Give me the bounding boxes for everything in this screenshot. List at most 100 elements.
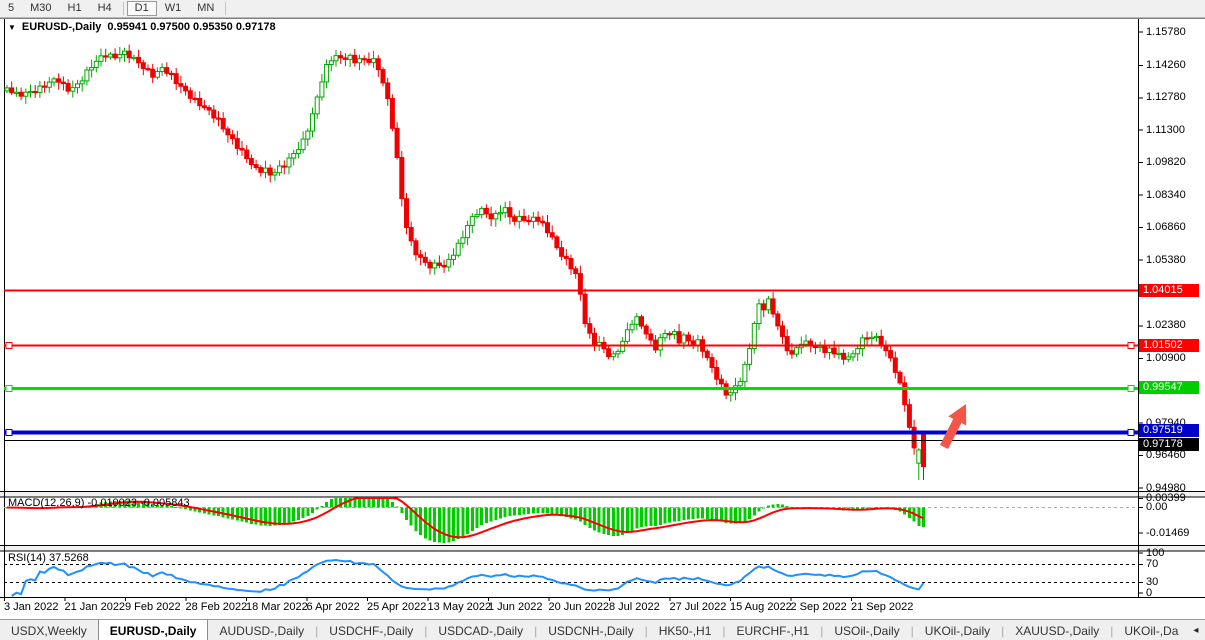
candle (718, 374, 724, 388)
candle (427, 259, 433, 275)
candle (286, 152, 292, 175)
candle (864, 331, 870, 346)
tab-usdcnh-daily[interactable]: USDCNH-,Daily (548, 623, 634, 638)
date-tick-label: 3 Jan 2022 (4, 601, 59, 613)
hline-handle[interactable] (5, 342, 13, 349)
tab-usdchf-daily[interactable]: USDCHF-,Daily (329, 623, 414, 638)
date-tick-label: 21 Sep 2022 (851, 601, 914, 613)
up-arrow-annotation[interactable] (940, 404, 967, 449)
timeframe-button-h4[interactable]: H4 (97, 2, 112, 14)
ohlc-values: 0.95941 0.97500 0.95350 0.97178 (107, 21, 276, 33)
hline-handle[interactable] (1127, 385, 1135, 392)
candle (159, 63, 165, 76)
candle (441, 259, 447, 273)
candle (112, 48, 118, 61)
price-tick-label: 0.96460 (1146, 449, 1186, 462)
date-tick-label: 2 Sep 2022 (790, 601, 847, 613)
price-badge-0.99547: 0.99547 (1139, 381, 1199, 395)
candle (413, 238, 419, 261)
candle (460, 230, 466, 249)
candle (841, 349, 847, 365)
candle (610, 350, 616, 361)
candle (465, 220, 471, 246)
candle (187, 87, 193, 103)
price-tick-label: 1.06860 (1146, 221, 1186, 234)
candle (324, 59, 330, 89)
candle (488, 206, 494, 227)
candle (338, 50, 344, 64)
candle (432, 259, 438, 275)
tab-eurusd-daily[interactable]: EURUSD-,Daily (97, 620, 209, 640)
price-badge-0.97178: 0.97178 (1139, 438, 1199, 452)
candle (169, 70, 174, 81)
candle (681, 332, 687, 350)
timeframe-button-mn[interactable]: MN (197, 2, 215, 14)
candle (211, 105, 217, 123)
tab-separator: | (1001, 623, 1005, 638)
tab-separator: | (722, 623, 726, 638)
date-tick-label: 18 Mar 2022 (246, 601, 308, 613)
candle (173, 67, 179, 90)
candle (761, 299, 767, 318)
candle (921, 431, 926, 481)
tab-separator: | (534, 623, 538, 638)
timeframe-button-5[interactable]: 5 (8, 2, 15, 14)
candle (79, 76, 85, 92)
candle (549, 225, 555, 240)
macd-axis-label: -0.01469 (1146, 526, 1190, 539)
tab-scroll-left-icon[interactable]: ◂ (1193, 625, 1199, 636)
candle (559, 240, 565, 261)
date-tick-label: 1 Jun 2022 (488, 601, 543, 613)
horizontal-lines-layer (4, 289, 1138, 441)
hline-handle[interactable] (1127, 429, 1135, 436)
candle (892, 351, 898, 379)
timeframe-button-m30[interactable]: M30 (30, 2, 52, 14)
tab-audusd-daily[interactable]: AUDUSD-,Daily (219, 623, 305, 638)
candle (554, 234, 560, 251)
tab-hk50-h1[interactable]: HK50-,H1 (658, 623, 712, 638)
candle (258, 165, 264, 177)
tab-eurchf-h1[interactable]: EURCHF-,H1 (736, 623, 810, 638)
tab-usoil-daily[interactable]: USOil-,Daily (834, 623, 900, 638)
timeframe-button-w1[interactable]: W1 (164, 2, 182, 14)
candle (615, 348, 621, 359)
candle (836, 345, 842, 360)
candle (516, 210, 522, 229)
tab-xauusd-daily[interactable]: XAUUSD-,Daily (1015, 623, 1100, 638)
candle (197, 91, 203, 111)
candle (272, 168, 278, 181)
candle (648, 328, 654, 345)
tab-ukoil-da[interactable]: UKOil-,Da (1124, 623, 1179, 638)
timeframe-button-d1[interactable]: D1 (126, 1, 157, 16)
candle (60, 76, 66, 91)
rsi-panel-layer (4, 558, 1138, 597)
date-tick-label: 13 May 2022 (427, 601, 492, 613)
candle (56, 73, 62, 90)
candle (375, 55, 381, 77)
date-tick-label: 6 Apr 2022 (306, 601, 360, 613)
candle (780, 320, 785, 344)
hline-handle[interactable] (1127, 342, 1135, 349)
tab-separator: | (910, 623, 914, 638)
candle (530, 211, 536, 229)
candle (51, 76, 57, 87)
tab-ukoil-daily[interactable]: UKOil-,Daily (924, 623, 991, 638)
candle (126, 44, 132, 64)
date-tick-label: 21 Jan 2022 (64, 601, 126, 613)
candle (817, 341, 823, 353)
candle (770, 292, 776, 318)
candle (587, 317, 593, 339)
timeframe-button-h1[interactable]: H1 (67, 2, 82, 14)
symbol-dropdown-icon[interactable]: ▼ (8, 22, 16, 32)
tab-usdx-weekly[interactable]: USDX,Weekly (11, 623, 87, 638)
candle (502, 201, 508, 218)
date-tick-label: 20 Jun 2022 (548, 601, 610, 613)
tab-usdcad-daily[interactable]: USDCAD-,Daily (438, 623, 524, 638)
candle (540, 215, 546, 227)
candle (225, 126, 231, 143)
hline-handle[interactable] (5, 429, 13, 436)
hline-handle[interactable] (5, 385, 13, 392)
symbol-tab-bar: USDX,Weekly EURUSD-,Daily AUDUSD-,Daily | US… (0, 619, 1205, 640)
candle (695, 334, 701, 352)
